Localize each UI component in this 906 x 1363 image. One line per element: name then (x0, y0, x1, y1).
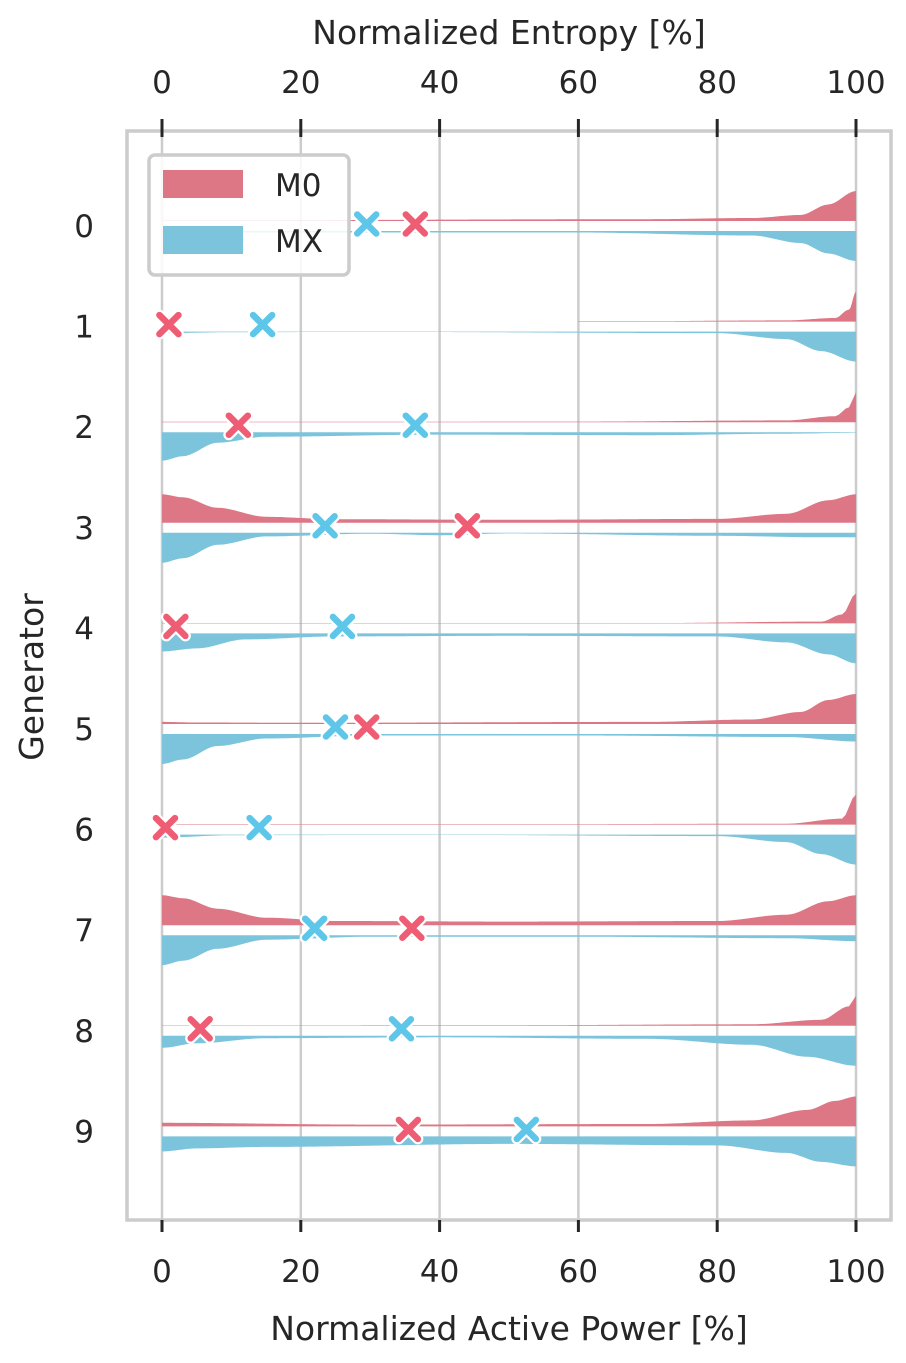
violin-m0-gen-5 (162, 694, 856, 724)
violin-mx-gen-8 (162, 1035, 856, 1066)
xtick-label-top: 100 (826, 65, 885, 101)
violin-m0-gen-9 (162, 1096, 856, 1127)
ytick-label-gen-9: 9 (74, 1114, 94, 1150)
xtick-label-bottom: 60 (559, 1254, 598, 1290)
violin-mx-gen-4 (162, 633, 856, 664)
ytick-label-gen-4: 4 (74, 611, 94, 647)
violin-m0-gen-4 (162, 593, 856, 624)
violin-m0-gen-0 (162, 191, 856, 221)
marker-m0-gen-5 (351, 712, 382, 742)
marker-mx-gen-9 (511, 1114, 542, 1145)
xtick-label-bottom: 20 (281, 1254, 320, 1290)
marker-m0-gen-2 (223, 410, 254, 441)
y-axis-title: Generator (12, 593, 51, 761)
ytick-label-gen-7: 7 (74, 913, 94, 949)
marker-m0-gen-9 (393, 1114, 424, 1145)
violin-m0-gen-2 (162, 392, 856, 423)
violin-mx-gen-3 (162, 532, 856, 563)
violin-mx-gen-5 (162, 734, 856, 764)
entropy-markers (150, 209, 542, 1145)
marker-m0-gen-8 (185, 1013, 216, 1044)
marker-m0-gen-0 (400, 209, 431, 239)
xtick-label-top: 80 (697, 65, 736, 101)
marker-mx-gen-0 (351, 209, 382, 239)
xtick-label-top: 60 (559, 65, 598, 101)
marker-mx-gen-5 (320, 712, 351, 742)
marker-m0-gen-6 (150, 812, 181, 843)
violin-mx-gen-1 (162, 331, 856, 362)
xtick-label-top: 40 (420, 65, 459, 101)
violin-m0-gen-7 (162, 895, 856, 926)
marker-mx-gen-7 (299, 913, 330, 944)
violin-mx-gen-9 (162, 1136, 856, 1167)
marker-mx-gen-2 (400, 410, 431, 441)
ytick-label-gen-2: 2 (74, 410, 94, 446)
xtick-label-top: 0 (152, 65, 172, 101)
marker-m0-gen-7 (396, 913, 427, 944)
legend-label-mx: MX (275, 224, 323, 260)
ytick-label-gen-1: 1 (74, 310, 94, 346)
legend-swatch-m0 (163, 170, 243, 198)
xtick-label-bottom: 40 (420, 1254, 459, 1290)
plot-frame (125, 129, 893, 1222)
ytick-label-gen-6: 6 (74, 813, 94, 849)
xtick-label-bottom: 100 (826, 1254, 885, 1290)
marker-mx-gen-3 (310, 510, 341, 541)
violins (162, 191, 856, 1167)
violin-mx-gen-2 (162, 432, 856, 461)
xtick-label-bottom: 80 (697, 1254, 736, 1290)
legend-label-m0: M0 (275, 168, 321, 204)
ytick-label-gen-0: 0 (74, 209, 94, 245)
ytick-label-gen-8: 8 (74, 1014, 94, 1050)
ytick-label-gen-5: 5 (74, 712, 94, 748)
violin-m0-gen-1 (578, 291, 856, 322)
marker-m0-gen-3 (452, 510, 483, 541)
violin-mx-gen-0 (162, 231, 856, 261)
xtick-label-top: 20 (281, 65, 320, 101)
violin-mx-gen-6 (162, 834, 856, 865)
marker-mx-gen-8 (386, 1013, 417, 1044)
grid-lines (160, 131, 858, 1220)
x-axis-title-top: Normalized Entropy [%] (312, 13, 705, 52)
xtick-label-bottom: 0 (152, 1254, 172, 1290)
marker-mx-gen-4 (327, 611, 358, 642)
x-axis-title-bottom: Normalized Active Power [%] (270, 1309, 748, 1348)
marker-mx-gen-6 (244, 812, 275, 843)
violin-mx-gen-7 (162, 935, 856, 966)
legend: M0 MX (147, 153, 351, 277)
legend-swatch-mx (163, 226, 243, 254)
ytick-label-gen-3: 3 (74, 511, 94, 547)
marker-m0-gen-4 (160, 611, 191, 642)
marker-m0-gen-1 (153, 309, 184, 340)
axis-ticks: 0 0 20 20 40 40 60 60 80 80 100 100 0 1 2 3 4 5 6 7 8 9 (74, 65, 885, 1290)
violin-m0-gen-3 (162, 494, 856, 523)
marker-mx-gen-1 (247, 309, 278, 340)
violin-m0-gen-8 (162, 995, 856, 1026)
